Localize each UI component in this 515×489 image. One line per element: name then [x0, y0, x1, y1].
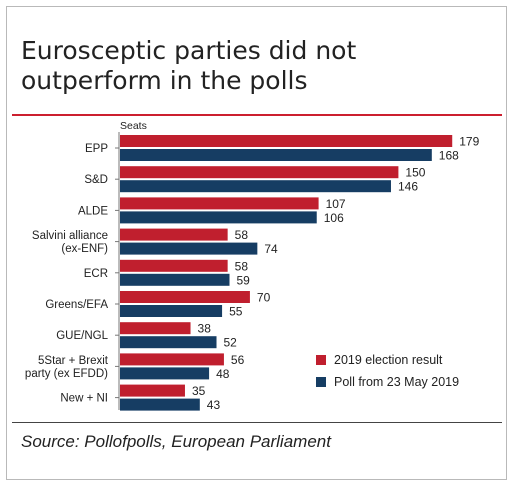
legend-label-election: 2019 election result	[334, 353, 443, 367]
data-label-election: 107	[326, 197, 346, 211]
bar-poll	[120, 180, 391, 193]
data-label-election: 38	[198, 322, 212, 336]
bar-poll	[120, 211, 317, 224]
category-label: 5Star + Brexit	[38, 355, 109, 367]
data-label-election: 56	[231, 353, 245, 367]
data-label-poll: 74	[264, 242, 278, 256]
axis-label-seats: Seats	[120, 120, 147, 132]
data-label-poll: 168	[439, 149, 459, 163]
bar-election	[120, 197, 319, 210]
bar-election	[120, 166, 399, 179]
category-label: EPP	[85, 143, 108, 155]
bar-poll	[120, 305, 223, 317]
bar-poll	[120, 242, 258, 255]
bar-poll	[120, 336, 217, 349]
data-label-election: 179	[459, 135, 479, 149]
bar-poll	[120, 149, 432, 161]
data-label-election: 150	[405, 166, 425, 180]
data-label-poll: 146	[398, 180, 418, 194]
bar-poll	[120, 273, 230, 286]
category-label: party (ex EFDD)	[25, 368, 108, 380]
bar-election	[120, 322, 191, 335]
data-label-election: 35	[192, 384, 206, 398]
chart-title: Eurosceptic parties did not outperform i…	[21, 36, 357, 95]
bar-election	[120, 228, 228, 241]
bar-election	[120, 384, 185, 397]
bar-poll	[120, 367, 210, 380]
bar-election	[120, 291, 250, 303]
category-label: S&D	[84, 174, 108, 186]
legend-label-poll: Poll from 23 May 2019	[334, 375, 460, 389]
data-label-poll: 106	[324, 211, 344, 225]
bar-election	[120, 353, 224, 366]
data-label-election: 70	[257, 291, 271, 305]
legend-item-election: 2019 election result	[316, 349, 459, 371]
data-label-poll: 43	[207, 398, 221, 412]
category-label: ALDE	[78, 205, 108, 217]
data-label-election: 58	[235, 259, 249, 273]
data-label-poll: 59	[237, 273, 251, 287]
category-label: New + NI	[60, 393, 108, 405]
category-label: (ex-ENF)	[61, 243, 108, 255]
legend-swatch-poll	[316, 377, 326, 387]
data-label-poll: 52	[224, 336, 238, 350]
bar-election	[120, 135, 453, 147]
category-label: GUE/NGL	[56, 330, 108, 342]
data-label-election: 58	[235, 228, 249, 242]
category-label: Salvini alliance	[32, 230, 108, 242]
category-label: Greens/EFA	[45, 299, 108, 311]
source-note: Source: Pollofpolls, European Parliament	[21, 432, 331, 451]
data-label-poll: 55	[229, 305, 243, 319]
bar-poll	[120, 398, 200, 411]
bar-election	[120, 259, 228, 272]
chart-legend: 2019 election result Poll from 23 May 20…	[316, 349, 459, 393]
source-divider	[12, 422, 502, 423]
title-divider	[12, 114, 502, 116]
category-label: ECR	[84, 268, 108, 280]
data-label-poll: 48	[216, 367, 230, 381]
legend-swatch-election	[316, 355, 326, 365]
legend-item-poll: Poll from 23 May 2019	[316, 371, 459, 393]
